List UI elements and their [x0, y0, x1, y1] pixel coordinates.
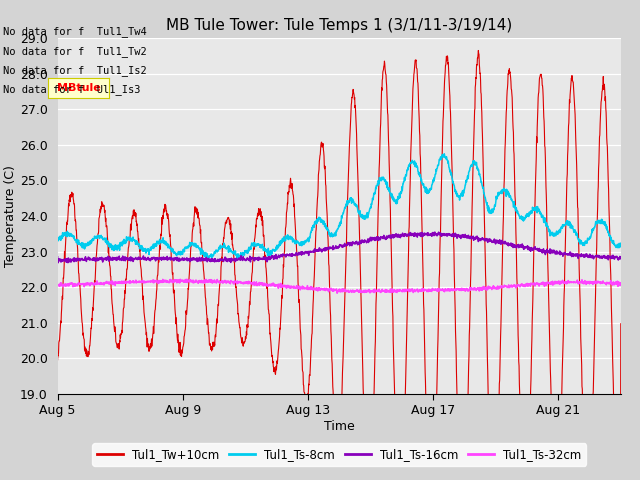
Text: No data for f  Tul1_Is2: No data for f Tul1_Is2	[3, 65, 147, 76]
Text: No data for f  Ul1_Is3: No data for f Ul1_Is3	[3, 84, 141, 95]
X-axis label: Time: Time	[324, 420, 355, 433]
Text: No data for f  Tul1_Tw4: No data for f Tul1_Tw4	[3, 26, 147, 37]
Title: MB Tule Tower: Tule Temps 1 (3/1/11-3/19/14): MB Tule Tower: Tule Temps 1 (3/1/11-3/19…	[166, 18, 513, 33]
Y-axis label: Temperature (C): Temperature (C)	[4, 165, 17, 267]
Legend: Tul1_Tw+10cm, Tul1_Ts-8cm, Tul1_Ts-16cm, Tul1_Ts-32cm: Tul1_Tw+10cm, Tul1_Ts-8cm, Tul1_Ts-16cm,…	[92, 444, 586, 466]
Text: No data for f  Tul1_Tw2: No data for f Tul1_Tw2	[3, 46, 147, 57]
Text: MBtule: MBtule	[56, 84, 100, 93]
